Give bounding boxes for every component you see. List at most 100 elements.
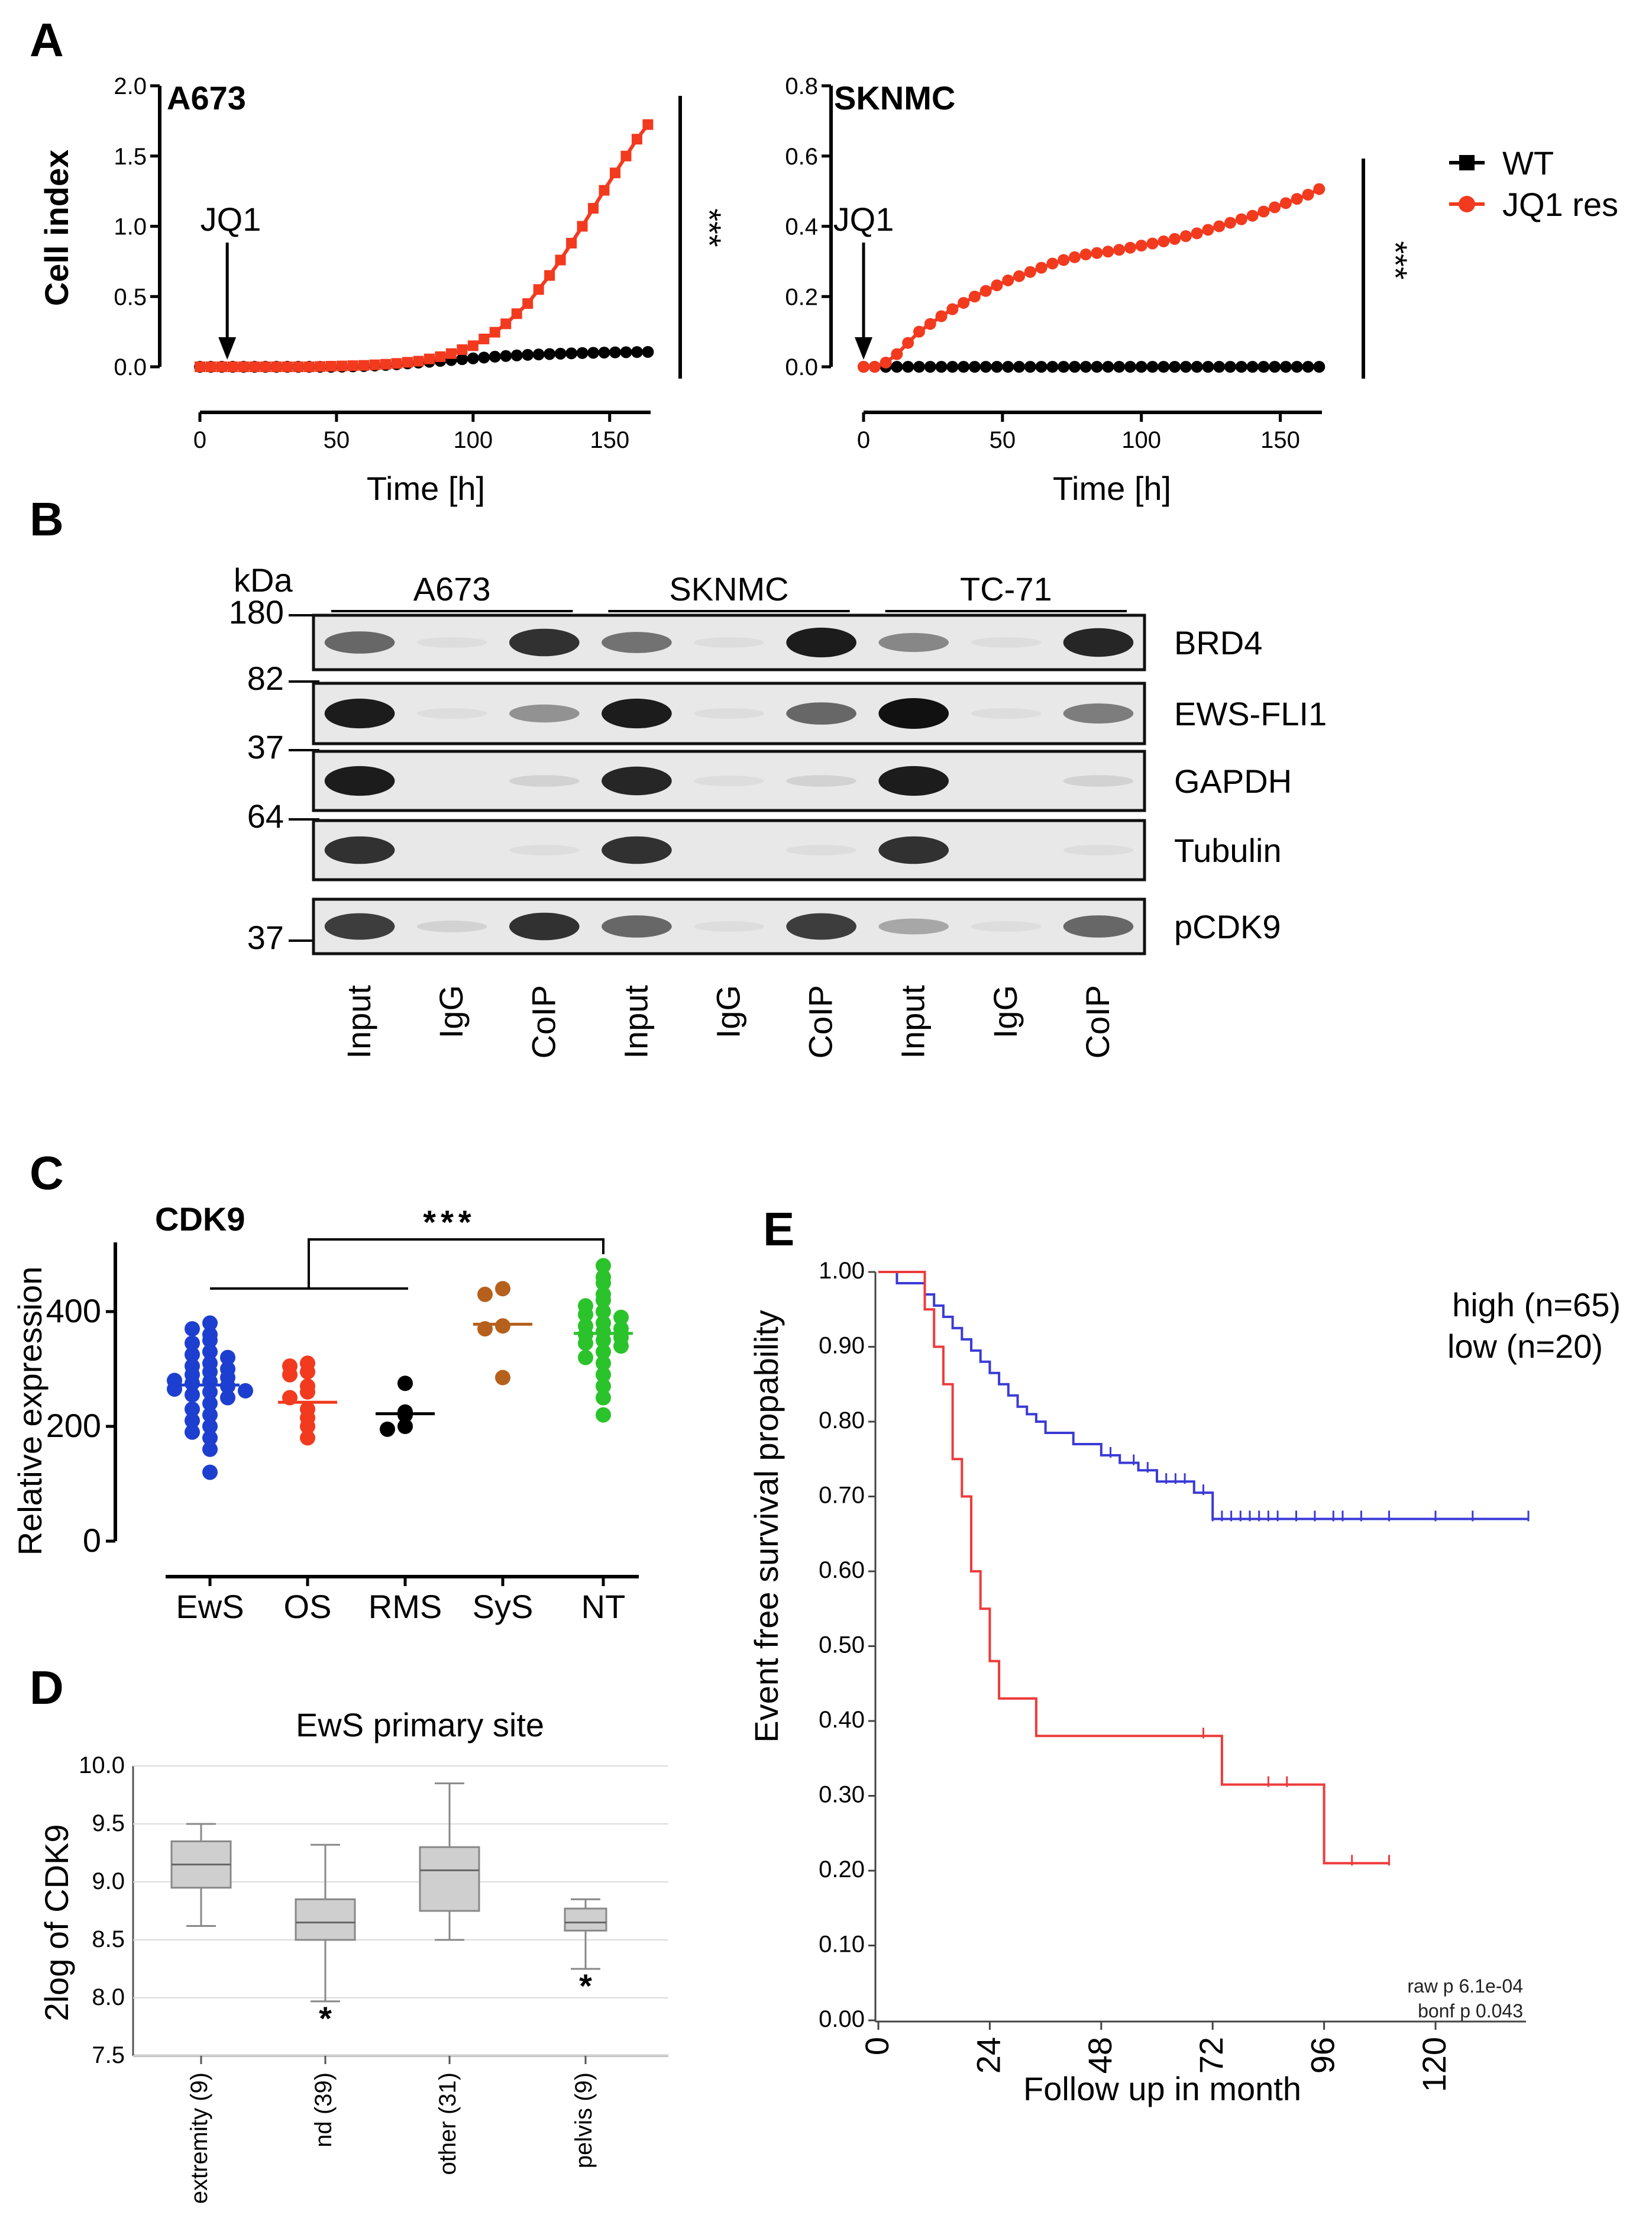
series-wt-point xyxy=(913,361,925,373)
series-wt-point xyxy=(522,348,534,361)
series-jq1-point xyxy=(913,325,925,338)
series-jq1-point xyxy=(891,348,903,360)
blot-strip xyxy=(312,682,1146,745)
series-jq1-point xyxy=(858,361,869,373)
series-jq1-point xyxy=(358,360,370,371)
series-jq1-point xyxy=(533,284,544,295)
x-tick-label: 24 xyxy=(969,2037,1007,2074)
scatter-point-ews xyxy=(185,1375,200,1391)
kda-marker-label: 64 xyxy=(247,797,284,835)
scatter-point-ews xyxy=(238,1383,253,1399)
series-jq1-point xyxy=(1302,189,1314,201)
scatter-point-ews xyxy=(202,1464,218,1480)
series-jq1-point xyxy=(282,361,293,372)
series-jq1-point xyxy=(445,348,457,359)
series-wt-point xyxy=(1191,361,1203,373)
scatter-point-ews xyxy=(220,1349,235,1365)
blot-lane-label: Input xyxy=(340,985,377,1059)
series-wt-point xyxy=(902,361,914,373)
series-jq1-point xyxy=(380,359,392,370)
series-jq1-point xyxy=(369,359,380,370)
chart-title-a673: A673 xyxy=(167,79,246,117)
series-jq1-point xyxy=(347,360,358,372)
kda-marker-label: 82 xyxy=(247,660,284,697)
x-tick-label: 100 xyxy=(1121,427,1161,453)
scatter-point-nt xyxy=(613,1309,629,1325)
y-tick-label: 400 xyxy=(46,1292,101,1329)
series-wt-point xyxy=(1024,361,1036,373)
blot-band xyxy=(602,915,672,938)
box-body xyxy=(419,1846,480,1912)
scatter-point-nt xyxy=(596,1258,611,1274)
blot-band xyxy=(878,698,949,729)
blot-band xyxy=(1063,915,1134,938)
y-tick-label: 200 xyxy=(46,1407,101,1444)
scatter-point-ews xyxy=(202,1315,218,1331)
km-curve-low xyxy=(878,1271,1389,1865)
scatter-point-ews xyxy=(185,1401,200,1417)
series-wt-point xyxy=(1257,361,1270,373)
blot-band xyxy=(1063,628,1134,657)
series-wt-point xyxy=(1224,361,1236,373)
series-jq1-point xyxy=(205,361,216,372)
series-wt-point xyxy=(1102,361,1114,373)
blot-band xyxy=(324,698,395,729)
significance-a673: *** xyxy=(691,208,728,247)
series-wt-point xyxy=(565,347,578,360)
series-jq1-point xyxy=(1046,257,1059,270)
series-jq1-point xyxy=(1257,205,1270,218)
series-wt-point xyxy=(979,361,992,373)
scatter-point-ews xyxy=(185,1321,200,1337)
series-jq1-point xyxy=(946,303,959,315)
scatter-point-os xyxy=(300,1430,315,1446)
box-significance: * xyxy=(319,2000,332,2037)
y-tick-label: 2.0 xyxy=(114,73,147,99)
series-jq1-point xyxy=(1202,224,1214,236)
y-tick-label: 0.2 xyxy=(785,284,818,310)
series-jq1-point xyxy=(325,361,337,372)
x-tick-label: 120 xyxy=(1415,2037,1453,2092)
box-body xyxy=(564,1907,607,1932)
series-jq1-point xyxy=(1291,193,1303,205)
scatter-point-ews xyxy=(185,1413,200,1429)
blot-band xyxy=(509,628,580,657)
scatter-point-nt xyxy=(578,1349,593,1365)
x-tick-label: OS xyxy=(284,1588,332,1625)
series-jq1-point xyxy=(620,150,632,162)
y-tick-label: 1.00 xyxy=(819,1258,865,1284)
blot-band xyxy=(878,632,949,653)
series-jq1-point xyxy=(402,357,413,368)
series-jq1-point xyxy=(238,361,249,372)
blot-lane-label: IgG xyxy=(987,985,1024,1038)
jq1-arrow-head xyxy=(218,337,237,360)
series-wt-point xyxy=(935,361,948,373)
series-wt-point xyxy=(587,347,600,359)
series-jq1-point xyxy=(1279,197,1292,209)
y-axis-label-cell-index: Cell index xyxy=(38,150,75,306)
legend-low-label: low (n=20) xyxy=(1447,1328,1603,1365)
blot-group-label: A673 xyxy=(413,570,491,608)
y-tick-label: 8.5 xyxy=(92,1926,125,1952)
scatter-point-nt xyxy=(578,1306,593,1322)
blot-band xyxy=(416,708,487,719)
scatter-point-nt xyxy=(596,1407,611,1423)
series-wt-point xyxy=(576,347,589,359)
series-jq1-point xyxy=(457,344,468,356)
series-jq1-point xyxy=(315,361,326,372)
y-tick-label: 1.5 xyxy=(114,144,147,170)
y-tick-label: 0.0 xyxy=(114,354,147,380)
series-jq1-point xyxy=(271,361,282,372)
series-jq1-point xyxy=(566,238,577,248)
series-wt-point xyxy=(1179,361,1192,373)
panel-label-d: D xyxy=(30,1661,64,1714)
series-jq1-point xyxy=(413,356,424,367)
series-wt-point xyxy=(1269,361,1281,373)
panel-label-e: E xyxy=(763,1203,794,1255)
series-jq1-point xyxy=(1068,251,1081,263)
scatter-point-sys xyxy=(495,1370,510,1386)
legend-high-label: high (n=65) xyxy=(1452,1286,1621,1323)
kda-label: kDa xyxy=(234,561,293,599)
series-wt-point xyxy=(946,361,959,373)
scatter-point-nt xyxy=(596,1344,611,1360)
box-body xyxy=(295,1898,356,1941)
